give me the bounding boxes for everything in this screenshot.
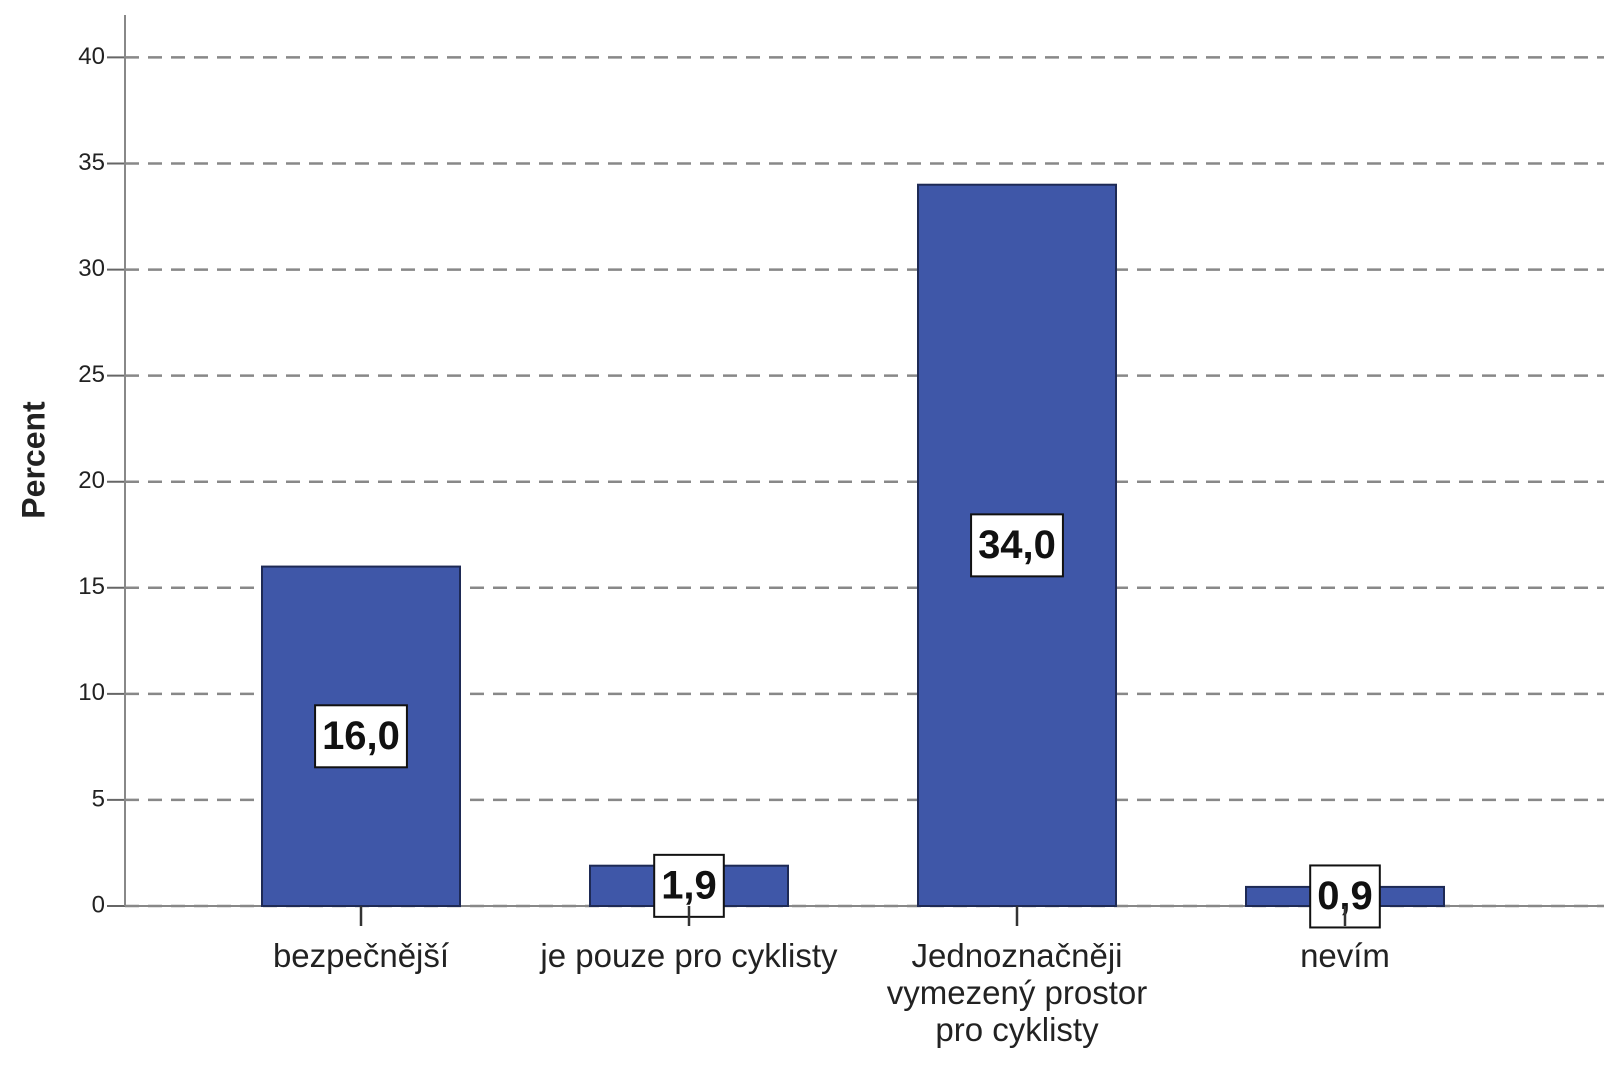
y-tick-label: 25 bbox=[78, 361, 105, 388]
y-tick-label: 35 bbox=[78, 149, 105, 176]
value-label-box bbox=[970, 513, 1064, 578]
value-label: 1,9 bbox=[661, 863, 717, 907]
y-tick-label: 15 bbox=[78, 573, 105, 600]
x-tick-label: bezpečnější bbox=[273, 937, 449, 974]
y-tick-label: 30 bbox=[78, 255, 105, 282]
y-tick-label: 10 bbox=[78, 679, 105, 706]
y-tick-label: 0 bbox=[92, 891, 105, 918]
y-tick-label: 5 bbox=[92, 785, 105, 812]
x-tick-label: je pouze pro cyklisty bbox=[539, 937, 838, 974]
value-label-box bbox=[314, 704, 408, 769]
y-axis-label: Percent bbox=[15, 401, 51, 519]
x-tick-label: Jednoznačněji vymezený prostor pro cyklist… bbox=[887, 937, 1147, 1048]
value-label: 16,0 bbox=[322, 714, 400, 758]
y-tick-label: 40 bbox=[78, 43, 105, 70]
value-label: 34,0 bbox=[978, 523, 1056, 567]
x-tick-label: nevím bbox=[1300, 937, 1390, 974]
y-tick-label: 20 bbox=[78, 467, 105, 494]
